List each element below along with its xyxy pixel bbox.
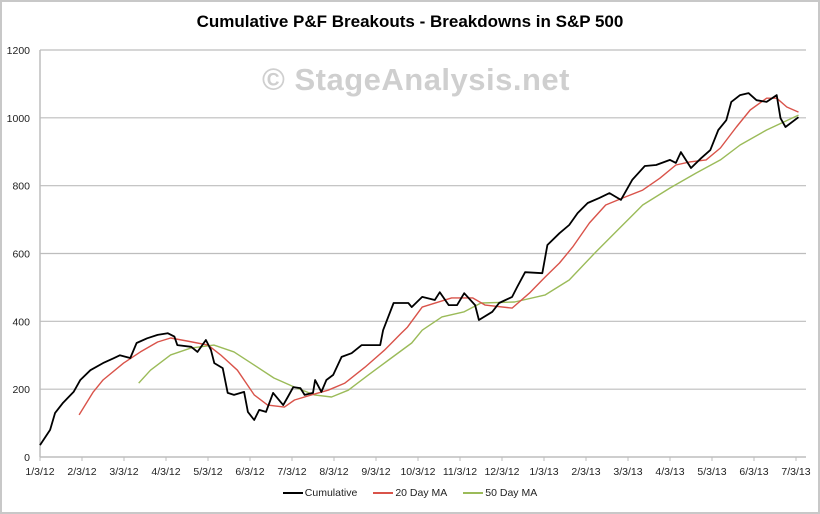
x-tick-label: 7/3/12 [277, 466, 306, 478]
series-line-50-day-ma [138, 114, 799, 398]
x-tick-label: 1/3/12 [25, 466, 54, 478]
x-tick-label: 5/3/13 [697, 466, 726, 478]
x-tick-label: 2/3/13 [571, 466, 600, 478]
x-tick-label: 6/3/12 [235, 466, 264, 478]
x-tick-label: 6/3/13 [739, 466, 768, 478]
legend-swatch [373, 492, 394, 494]
legend-swatch [463, 492, 484, 494]
series-line-20-day-ma [78, 97, 799, 416]
x-tick-label: 3/3/12 [109, 466, 138, 478]
x-tick-label: 8/3/12 [319, 466, 348, 478]
x-tick-label: 9/3/12 [361, 466, 390, 478]
legend-label: 20 Day MA [395, 487, 448, 499]
y-tick-label: 200 [12, 384, 30, 396]
legend-item: 50 Day MA [463, 487, 537, 499]
x-tick-label: 4/3/13 [655, 466, 684, 478]
legend-label: 50 Day MA [485, 487, 538, 499]
x-tick-label: 4/3/12 [151, 466, 180, 478]
x-tick-label: 12/3/12 [484, 466, 519, 478]
x-tick-label: 1/3/13 [529, 466, 558, 478]
x-tick-label: 2/3/12 [67, 466, 96, 478]
chart-title: Cumulative P&F Breakouts - Breakdowns in… [196, 12, 624, 31]
x-tick-label: 7/3/13 [781, 466, 810, 478]
watermark: © StageAnalysis.net [262, 62, 570, 97]
x-tick-label: 5/3/12 [193, 466, 222, 478]
x-tick-label: 10/3/12 [400, 466, 435, 478]
y-tick-label: 600 [12, 249, 30, 261]
legend-item: Cumulative [282, 487, 358, 499]
y-tick-label: 800 [12, 181, 30, 193]
legend-swatch [282, 492, 303, 494]
legend-item: 20 Day MA [373, 487, 447, 499]
x-tick-label: 3/3/13 [613, 466, 642, 478]
y-tick-label: 1000 [7, 113, 31, 125]
x-tick-label: 11/3/12 [443, 466, 477, 478]
y-tick-label: 1200 [7, 45, 31, 57]
legend: Cumulative 20 Day MA 50 Day MA [0, 487, 820, 499]
y-tick-label: 400 [12, 316, 30, 328]
y-tick-label: 0 [24, 452, 30, 464]
legend-label: Cumulative [304, 487, 358, 499]
series-line-cumulative [39, 92, 800, 446]
